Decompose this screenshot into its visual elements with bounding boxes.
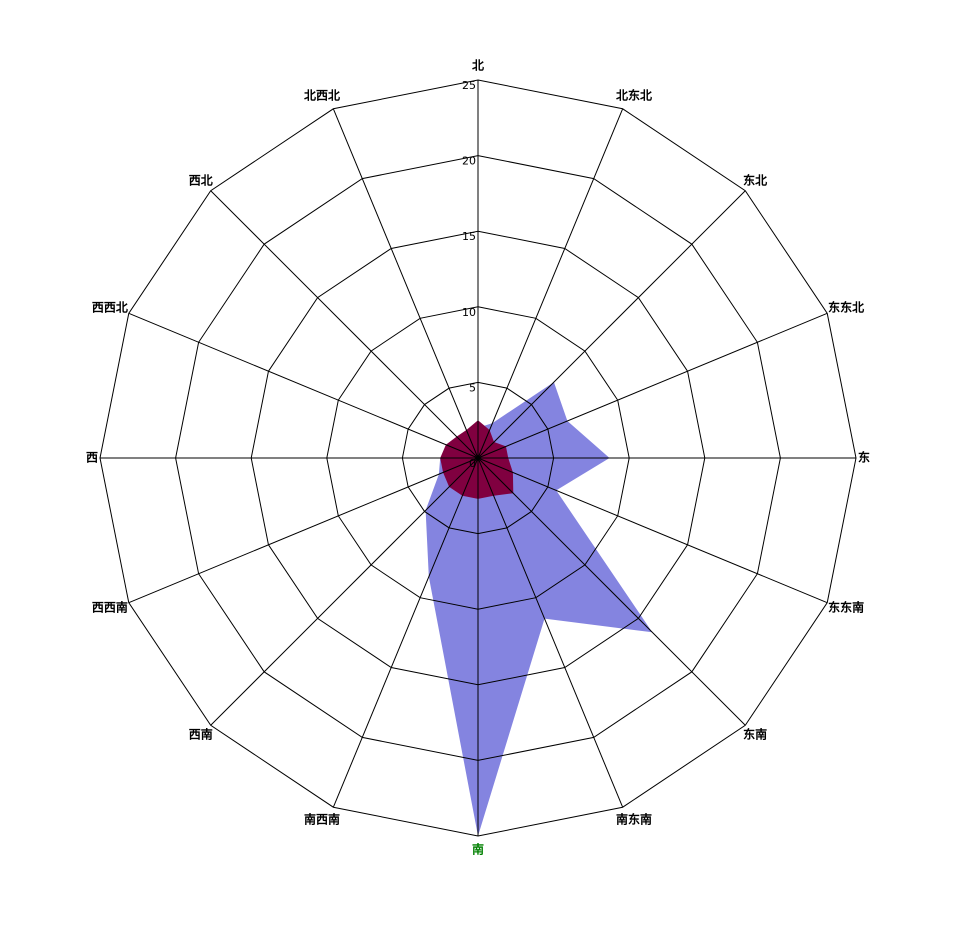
y-tick-label: 15	[462, 230, 476, 243]
y-tick-label: 25	[462, 79, 476, 92]
axis-spoke	[477, 190, 746, 459]
y-tick-label: 20	[462, 155, 476, 168]
axis-spoke	[477, 108, 624, 459]
axis-spoke	[477, 312, 828, 459]
axis-spoke	[128, 312, 479, 459]
category-label: 北东北	[616, 87, 652, 102]
axis-spoke	[210, 457, 479, 726]
category-label: 西南	[189, 727, 213, 742]
category-label: 东南	[743, 727, 767, 742]
category-label: 南西南	[304, 812, 340, 827]
axis-spoke	[477, 457, 828, 604]
category-label: 东	[858, 450, 870, 465]
category-label: 北西北	[304, 87, 340, 102]
y-tick-label: 10	[462, 306, 476, 319]
y-tick-label: 0	[469, 457, 476, 470]
axis-spoke	[128, 457, 479, 604]
category-label: 东北	[743, 172, 767, 187]
category-label: 东东北	[828, 299, 864, 314]
axis-spoke	[477, 457, 624, 808]
axis-spoke	[332, 457, 479, 808]
category-label: 西西北	[92, 299, 128, 314]
category-label: 西北	[189, 172, 213, 187]
category-label: 西西南	[92, 600, 128, 615]
axis-spoke	[210, 190, 479, 459]
category-label: 东东南	[828, 600, 864, 615]
category-label: 南东南	[616, 812, 652, 827]
category-label: 北	[472, 58, 484, 73]
axis-spoke	[477, 457, 746, 726]
category-label: 南	[472, 842, 484, 857]
axis-spoke	[332, 108, 479, 459]
y-tick-label: 5	[469, 381, 476, 394]
category-label: 西	[86, 451, 98, 465]
